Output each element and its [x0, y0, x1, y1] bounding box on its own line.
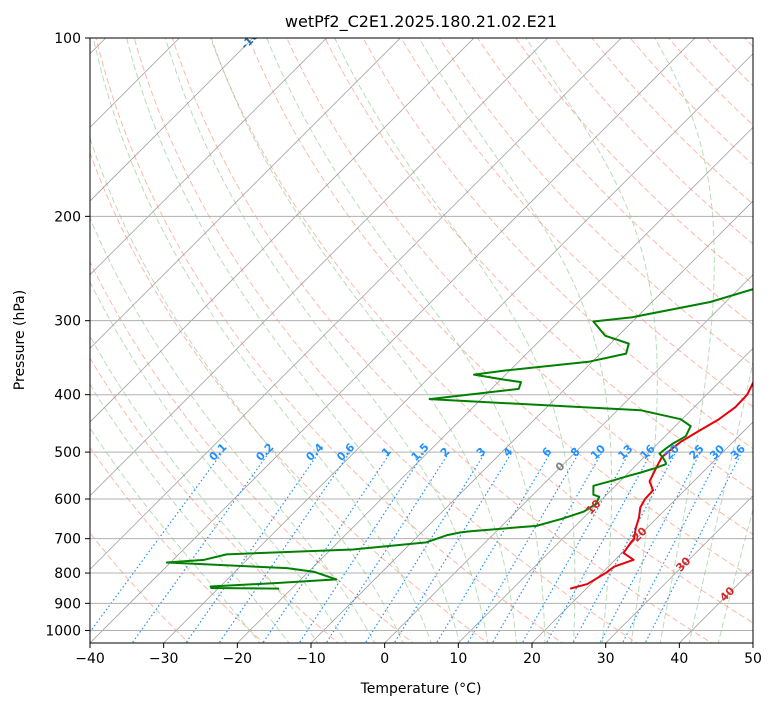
skewed-isotherm	[236, 126, 753, 643]
y-tick-label: 100	[54, 31, 81, 47]
mixing-ratio-line	[298, 451, 425, 643]
dry-adiabat	[248, 38, 753, 579]
x-tick-label: −10	[296, 651, 326, 667]
y-axis-label: Pressure (hPa)	[12, 290, 28, 390]
pressure-gridlines	[90, 38, 753, 631]
skewed-isotherm	[90, 38, 696, 643]
skewed-isotherm	[310, 200, 753, 643]
x-tick-label: 20	[523, 651, 541, 667]
mixing-ratio-line	[491, 451, 603, 643]
moist-adiabat	[525, 38, 658, 643]
mixing-ratio-lines	[90, 451, 743, 643]
mixing-ratio-line	[90, 451, 223, 633]
skewed-isotherms	[90, 38, 753, 643]
mixing-ratio-line	[599, 451, 702, 643]
dry-adiabat	[209, 38, 753, 624]
moist-adiabat	[126, 38, 461, 643]
mixing-ratio-line	[521, 451, 631, 643]
dry-adiabat	[324, 38, 753, 492]
x-tick-label: −40	[75, 651, 105, 667]
skewed-isotherm	[90, 38, 254, 202]
x-axis-ticks: −40 −30 −20 −10 0 10 20 30 40 50	[75, 643, 762, 667]
skewed-isotherm	[90, 38, 622, 570]
mixing-ratio-line	[218, 451, 351, 643]
skewed-isotherm	[457, 347, 753, 643]
mixing-ratio-line	[545, 451, 653, 643]
y-tick-label: 600	[54, 492, 81, 508]
y-tick-label: 700	[54, 532, 81, 548]
mixing-ratio-line	[435, 451, 552, 643]
plot-area: -100-90-80-70-60-50-40-30-20-10010203040…	[90, 38, 753, 643]
dry-adiabat	[400, 38, 753, 408]
skewed-isotherm	[163, 53, 753, 643]
mixing-ratio-line	[621, 451, 722, 643]
y-tick-label: 800	[54, 566, 81, 582]
moist-adiabat	[90, 383, 290, 643]
x-tick-label: 0	[380, 651, 389, 667]
profile-series	[165, 288, 753, 590]
mixing-ratio-line	[572, 451, 677, 643]
x-axis-label: Temperature (°C)	[360, 681, 482, 697]
x-tick-label: 30	[597, 651, 615, 667]
skewed-isotherm	[90, 38, 549, 497]
x-tick-label: 10	[449, 651, 467, 667]
mixing-ratio-line	[393, 451, 513, 643]
chart-title: wetPf2_C2E1.2025.180.21.02.E21	[285, 12, 557, 32]
temperature-line	[569, 380, 753, 590]
y-tick-label: 200	[54, 209, 81, 225]
moist-adiabat	[334, 38, 576, 643]
moist-adiabat	[164, 38, 489, 643]
x-tick-label: −20	[223, 651, 253, 667]
y-tick-label: 1000	[45, 623, 81, 639]
mixing-ratio-line	[262, 451, 392, 643]
skewed-isotherm	[384, 274, 753, 643]
x-tick-label: 40	[670, 651, 688, 667]
moist-adiabat	[654, 38, 715, 643]
dry-adiabat	[286, 38, 753, 535]
x-tick-label: 50	[744, 651, 762, 667]
mixing-ratio-line	[185, 451, 320, 643]
moist-adiabat	[418, 38, 613, 643]
dewpoint-line	[165, 288, 753, 590]
x-tick-label: −30	[149, 651, 179, 667]
dry-adiabat	[90, 151, 489, 643]
y-tick-label: 400	[54, 388, 81, 404]
y-tick-label: 300	[54, 314, 81, 330]
mixing-ratio-line	[466, 451, 580, 643]
moist-adiabat	[266, 38, 546, 643]
plot-frame	[89, 37, 754, 644]
mixing-ratio-line	[644, 451, 743, 643]
skewed-isotherm	[90, 38, 328, 276]
y-axis-ticks: 100 200 300 400 500 600 700 800 900 1000	[45, 31, 90, 639]
moist-adiabat	[90, 335, 319, 643]
skewed-isotherm	[531, 421, 753, 643]
skewed-isotherm	[90, 38, 475, 423]
skewed-isotherm	[605, 495, 753, 643]
y-tick-label: 500	[54, 445, 81, 461]
skewed-isotherm	[90, 38, 401, 349]
dry-adiabat	[438, 38, 753, 367]
y-tick-label: 900	[54, 596, 81, 612]
moist-adiabat	[210, 38, 517, 643]
